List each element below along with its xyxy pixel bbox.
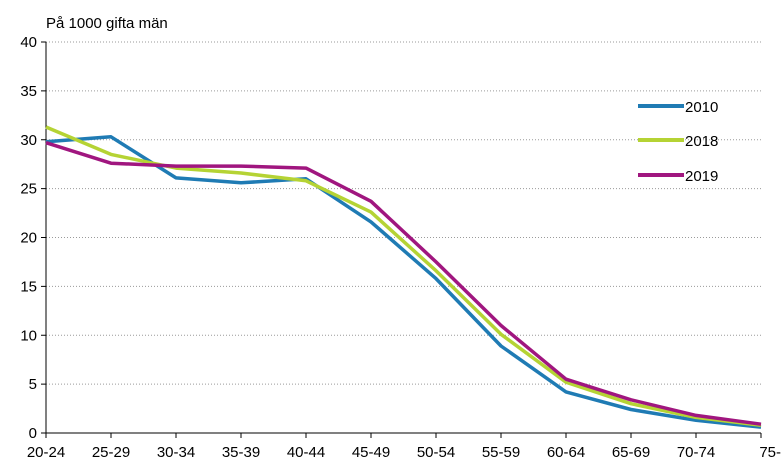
unit-label: På 1000 gifta män: [46, 15, 168, 32]
legend-label-2010: 2010: [685, 99, 718, 116]
y-tick-label: 20: [20, 230, 37, 247]
x-tick-label: 40-44: [287, 444, 325, 461]
y-tick-label: 25: [20, 181, 37, 198]
gridlines: [46, 41, 761, 385]
x-tick-label: 25-29: [92, 444, 130, 461]
x-tick-label: 65-69: [612, 444, 650, 461]
series-line-2019: [45, 141, 762, 426]
x-tick-label: 45-49: [352, 444, 390, 461]
legend-label-2018: 2018: [685, 133, 718, 150]
x-tick-label: 50-54: [417, 444, 455, 461]
y-tick-label: 35: [20, 83, 37, 100]
legend-label-2019: 2019: [685, 168, 718, 185]
y-tick-label: 0: [29, 425, 37, 442]
y-tick-label: 40: [20, 34, 37, 51]
x-tick-label: 60-64: [547, 444, 585, 461]
y-tick-label: 30: [20, 132, 37, 149]
legend: 2010 2018 2019: [638, 99, 718, 185]
x-tick-label: 20-24: [27, 444, 65, 461]
x-tick-label: 30-34: [157, 444, 195, 461]
x-tick-label: 75-: [759, 444, 781, 461]
series-lines: [45, 125, 762, 429]
y-axis-ticks: 0 5 10 15 20 25 30 35 40: [20, 34, 46, 442]
x-tick-label: 70-74: [677, 444, 715, 461]
y-tick-label: 10: [20, 327, 37, 344]
series-line-2010: [45, 135, 762, 429]
y-tick-label: 15: [20, 278, 37, 295]
x-axis-ticks: 20-24 25-29 30-34 35-39 40-44 45-49 50-54 55-59…: [27, 433, 781, 461]
y-tick-label: 5: [29, 376, 37, 393]
x-tick-label: 55-59: [482, 444, 520, 461]
x-tick-label: 35-39: [222, 444, 260, 461]
series-line-2018: [45, 125, 762, 427]
